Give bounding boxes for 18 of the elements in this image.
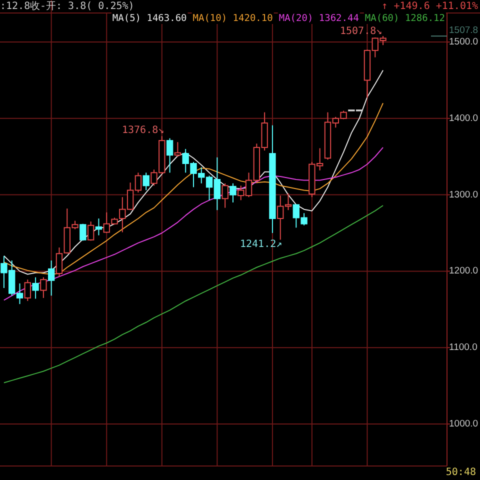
annotation: 1376.8↘ — [122, 125, 164, 136]
y-tick-label: 1200.0 — [449, 266, 478, 277]
annotation: 1241.2↗ — [240, 239, 282, 250]
annotation: 1507.8↘ — [340, 26, 382, 37]
text: MA(60) 1286.12 — [364, 13, 445, 24]
y-tick-label: 1000.0 — [449, 418, 478, 430]
text: MA(10) 1420.10 — [192, 13, 274, 24]
text: MA(20) 1362.44 — [278, 13, 360, 24]
ref-line-label: 1507.8 — [449, 25, 478, 36]
y-tick-label: 1400.0 — [449, 112, 478, 124]
text: ↑ +149.6 +11.01% — [382, 1, 478, 12]
y-tick-label: 1300.0 — [449, 189, 478, 200]
text: MA(5) 1463.60 — [112, 13, 188, 24]
text: :12.8 — [0, 1, 30, 12]
text: 收-开: 3.8( 0.25%) — [30, 1, 134, 12]
y-tick-label: 1500.0 — [449, 36, 478, 48]
y-tick-label: 1100.0 — [449, 342, 478, 354]
text: 50:48 — [446, 467, 476, 478]
